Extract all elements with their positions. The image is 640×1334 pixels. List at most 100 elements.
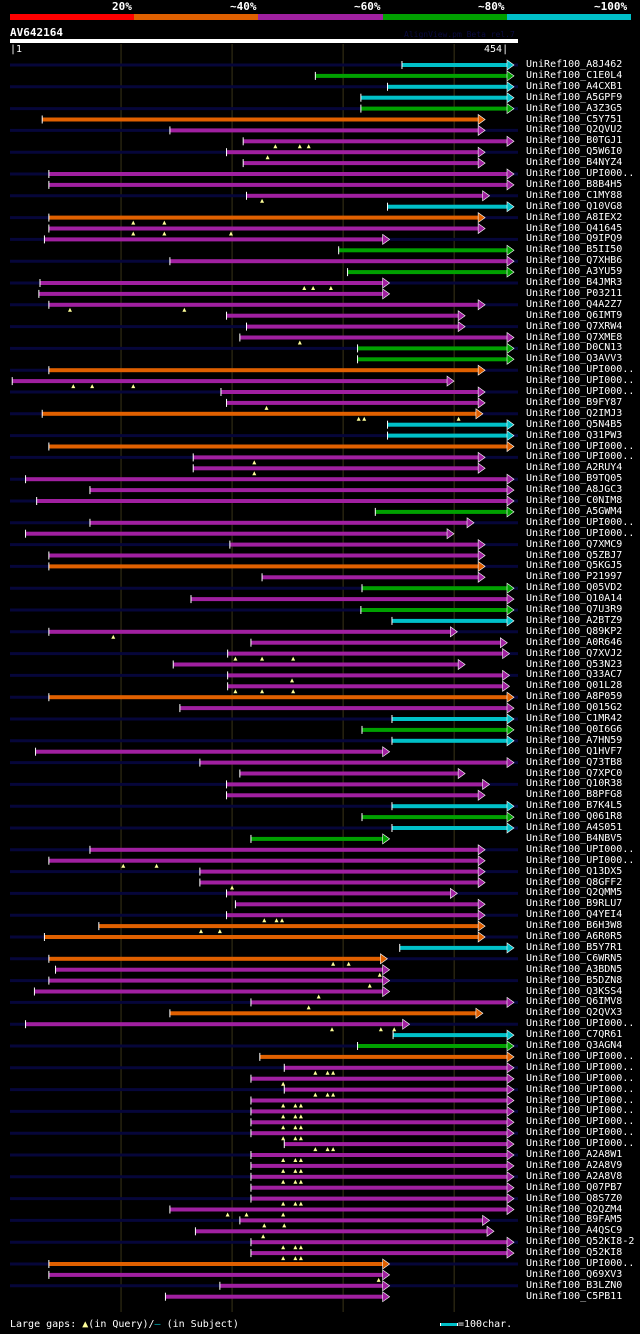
hit-name-link[interactable]: UniRef100_A2RUY4 [526, 462, 623, 474]
hit-name-link[interactable]: UniRef100_UPI000.. [526, 516, 635, 528]
hit-name-link[interactable]: UniRef100_UPI000.. [526, 843, 635, 855]
hit-name-link[interactable]: UniRef100_A6R0R5 [526, 931, 623, 942]
hit-name-link[interactable]: UniRef100_Q6IMV8 [526, 996, 623, 1008]
hit-name-link[interactable]: UniRef100_A7HN59 [526, 734, 623, 746]
hit-name-link[interactable]: UniRef100_B9TQ05 [526, 473, 623, 485]
hit-name-link[interactable]: UniRef100_Q2IMJ3 [526, 407, 623, 419]
hit-name-link[interactable]: UniRef100_Q7XHB6 [526, 255, 623, 267]
hit-name-link[interactable]: UniRef100_Q7XME8 [526, 331, 623, 343]
hit-name-link[interactable]: UniRef100_A2BTZ9 [526, 614, 623, 626]
hit-name-link[interactable]: UniRef100_UPI000.. [526, 451, 635, 463]
hit-name-link[interactable]: UniRef100_Q2QVU2 [526, 124, 623, 136]
hit-name-link[interactable]: UniRef100_Q89KP2 [526, 625, 623, 637]
hit-name-link[interactable]: UniRef100_A8P059 [526, 691, 623, 703]
hit-name-link[interactable]: UniRef100_C1MY88 [526, 189, 623, 201]
hit-name-link[interactable]: UniRef100_UPI000.. [526, 168, 635, 179]
hit-name-link[interactable]: UniRef100_A2A8W1 [526, 1149, 623, 1160]
hit-name-link[interactable]: UniRef100_Q41645 [526, 222, 623, 234]
hit-name-link[interactable]: UniRef100_Q01L28 [526, 680, 623, 692]
hit-name-link[interactable]: UniRef100_A4QSC9 [526, 1225, 623, 1237]
hit-name-link[interactable]: UniRef100_B0TGJ1 [526, 135, 623, 147]
hit-name-link[interactable]: UniRef100_Q69XV3 [526, 1268, 623, 1280]
hit-name-link[interactable]: UniRef100_Q13DX5 [526, 865, 623, 877]
hit-name-link[interactable]: UniRef100_Q33AC7 [526, 669, 623, 681]
hit-name-link[interactable]: UniRef100_UPI000.. [526, 386, 635, 397]
hit-name-link[interactable]: UniRef100_Q2QVX3 [526, 1007, 623, 1019]
hit-name-link[interactable]: UniRef100_UPI000.. [526, 1116, 635, 1128]
hit-name-link[interactable]: UniRef100_B9FAM5 [526, 1214, 623, 1226]
hit-name-link[interactable]: UniRef100_Q10VG8 [526, 200, 623, 212]
hit-name-link[interactable]: UniRef100_Q5N4B5 [526, 418, 623, 430]
hit-name-link[interactable]: UniRef100_B4NBV5 [526, 832, 623, 844]
hit-name-link[interactable]: UniRef100_Q6IMT9 [526, 309, 623, 321]
hit-name-link[interactable]: UniRef100_Q10R38 [526, 778, 623, 790]
hit-name-link[interactable]: UniRef100_Q1HVF7 [526, 745, 623, 757]
hit-name-link[interactable]: UniRef100_Q53N23 [526, 658, 623, 670]
hit-name-link[interactable]: UniRef100_P21997 [526, 571, 623, 583]
hit-name-link[interactable]: UniRef100_B7K4L5 [526, 800, 623, 812]
hit-name-link[interactable]: UniRef100_B8PFG8 [526, 789, 623, 801]
hit-name-link[interactable]: UniRef100_C7QR61 [526, 1029, 623, 1041]
hit-name-link[interactable]: UniRef100_Q8S7Z0 [526, 1192, 623, 1204]
hit-name-link[interactable]: UniRef100_B4NYZ4 [526, 157, 623, 169]
hit-name-link[interactable]: UniRef100_UPI000.. [526, 364, 635, 376]
hit-name-link[interactable]: UniRef100_C0NIM8 [526, 495, 623, 506]
hit-name-link[interactable]: UniRef100_A8J462 [526, 59, 623, 70]
hit-name-link[interactable]: UniRef100_Q7XMC9 [526, 538, 623, 550]
hit-name-link[interactable]: UniRef100_P03211 [526, 287, 623, 299]
hit-name-link[interactable]: UniRef100_A2A8V8 [526, 1170, 623, 1182]
hit-name-link[interactable]: UniRef100_A5GWM4 [526, 505, 623, 517]
hit-name-link[interactable]: UniRef100_A4S051 [526, 822, 623, 833]
hit-name-link[interactable]: UniRef100_Q73TB8 [526, 756, 623, 768]
hit-name-link[interactable]: UniRef100_UPI000.. [526, 1072, 635, 1084]
hit-name-link[interactable]: UniRef100_B8B4H5 [526, 178, 623, 190]
hit-name-link[interactable]: UniRef100_Q2QMM5 [526, 887, 623, 899]
hit-name-link[interactable]: UniRef100_Q3AVV3 [526, 353, 623, 365]
hit-name-link[interactable]: UniRef100_A2A8V9 [526, 1159, 623, 1171]
hit-name-link[interactable]: UniRef100_B9FY87 [526, 396, 623, 408]
hit-name-link[interactable]: UniRef100_UPI000.. [526, 1083, 635, 1095]
hit-name-link[interactable]: UniRef100_B6H3W8 [526, 920, 623, 932]
hit-name-link[interactable]: UniRef100_Q2QZM4 [526, 1203, 623, 1215]
hit-name-link[interactable]: UniRef100_B3LZN0 [526, 1279, 623, 1291]
hit-name-link[interactable]: UniRef100_Q7XVJ2 [526, 647, 623, 659]
hit-name-link[interactable]: UniRef100_Q05VD2 [526, 582, 623, 594]
hit-name-link[interactable]: UniRef100_Q015G2 [526, 702, 623, 714]
hit-name-link[interactable]: UniRef100_A4CXB1 [526, 80, 623, 92]
hit-name-link[interactable]: UniRef100_A3Z3G5 [526, 102, 623, 114]
hit-name-link[interactable]: UniRef100_B5Y7R1 [526, 941, 623, 953]
hit-name-link[interactable]: UniRef100_Q52KI8 [526, 1247, 623, 1259]
hit-name-link[interactable]: UniRef100_Q4A2Z7 [526, 298, 623, 310]
hit-name-link[interactable]: UniRef100_Q9IPQ9 [526, 233, 623, 245]
hit-name-link[interactable]: UniRef100_Q3AGN4 [526, 1040, 623, 1051]
hit-name-link[interactable]: UniRef100_UPI000.. [526, 1138, 635, 1150]
hit-name-link[interactable]: UniRef100_Q4YEI4 [526, 909, 623, 921]
hit-name-link[interactable]: UniRef100_A3YU59 [526, 266, 623, 278]
hit-name-link[interactable]: UniRef100_A5GPF9 [526, 91, 623, 103]
hit-name-link[interactable]: UniRef100_A8IEX2 [526, 211, 623, 223]
hit-name-link[interactable]: UniRef100_UPI000.. [526, 527, 635, 539]
hit-name-link[interactable]: UniRef100_Q5KGJ5 [526, 560, 623, 572]
hit-name-link[interactable]: UniRef100_UPI000.. [526, 1094, 635, 1106]
hit-name-link[interactable]: UniRef100_Q5W6I0 [526, 146, 623, 158]
hit-name-link[interactable]: UniRef100_Q061R8 [526, 811, 623, 823]
hit-name-link[interactable]: UniRef100_UPI000.. [526, 1105, 635, 1117]
hit-name-link[interactable]: UniRef100_Q10A14 [526, 593, 623, 605]
hit-name-link[interactable]: UniRef100_C6WRN5 [526, 952, 623, 964]
hit-name-link[interactable]: UniRef100_D0CN13 [526, 342, 623, 354]
hit-name-link[interactable]: UniRef100_UPI000.. [526, 375, 635, 387]
hit-name-link[interactable]: UniRef100_C5PB11 [526, 1290, 623, 1302]
hit-name-link[interactable]: UniRef100_UPI000.. [526, 854, 635, 866]
hit-name-link[interactable]: UniRef100_Q0I6G6 [526, 723, 623, 735]
hit-name-link[interactable]: UniRef100_UPI000.. [526, 1258, 635, 1269]
hit-name-link[interactable]: UniRef100_A0R646 [526, 636, 623, 648]
hit-name-link[interactable]: UniRef100_A3BDN5 [526, 963, 623, 975]
hit-name-link[interactable]: UniRef100_UPI000.. [526, 1061, 635, 1073]
hit-name-link[interactable]: UniRef100_UPI000.. [526, 1127, 635, 1139]
hit-name-link[interactable]: UniRef100_C5Y751 [526, 113, 623, 125]
hit-name-link[interactable]: UniRef100_C1MR42 [526, 713, 623, 724]
hit-name-link[interactable]: UniRef100_B5II50 [526, 244, 623, 256]
hit-name-link[interactable]: UniRef100_Q7XRW4 [526, 320, 623, 332]
hit-name-link[interactable]: UniRef100_Q7U3R9 [526, 604, 623, 615]
hit-name-link[interactable]: UniRef100_UPI000.. [526, 1018, 635, 1030]
